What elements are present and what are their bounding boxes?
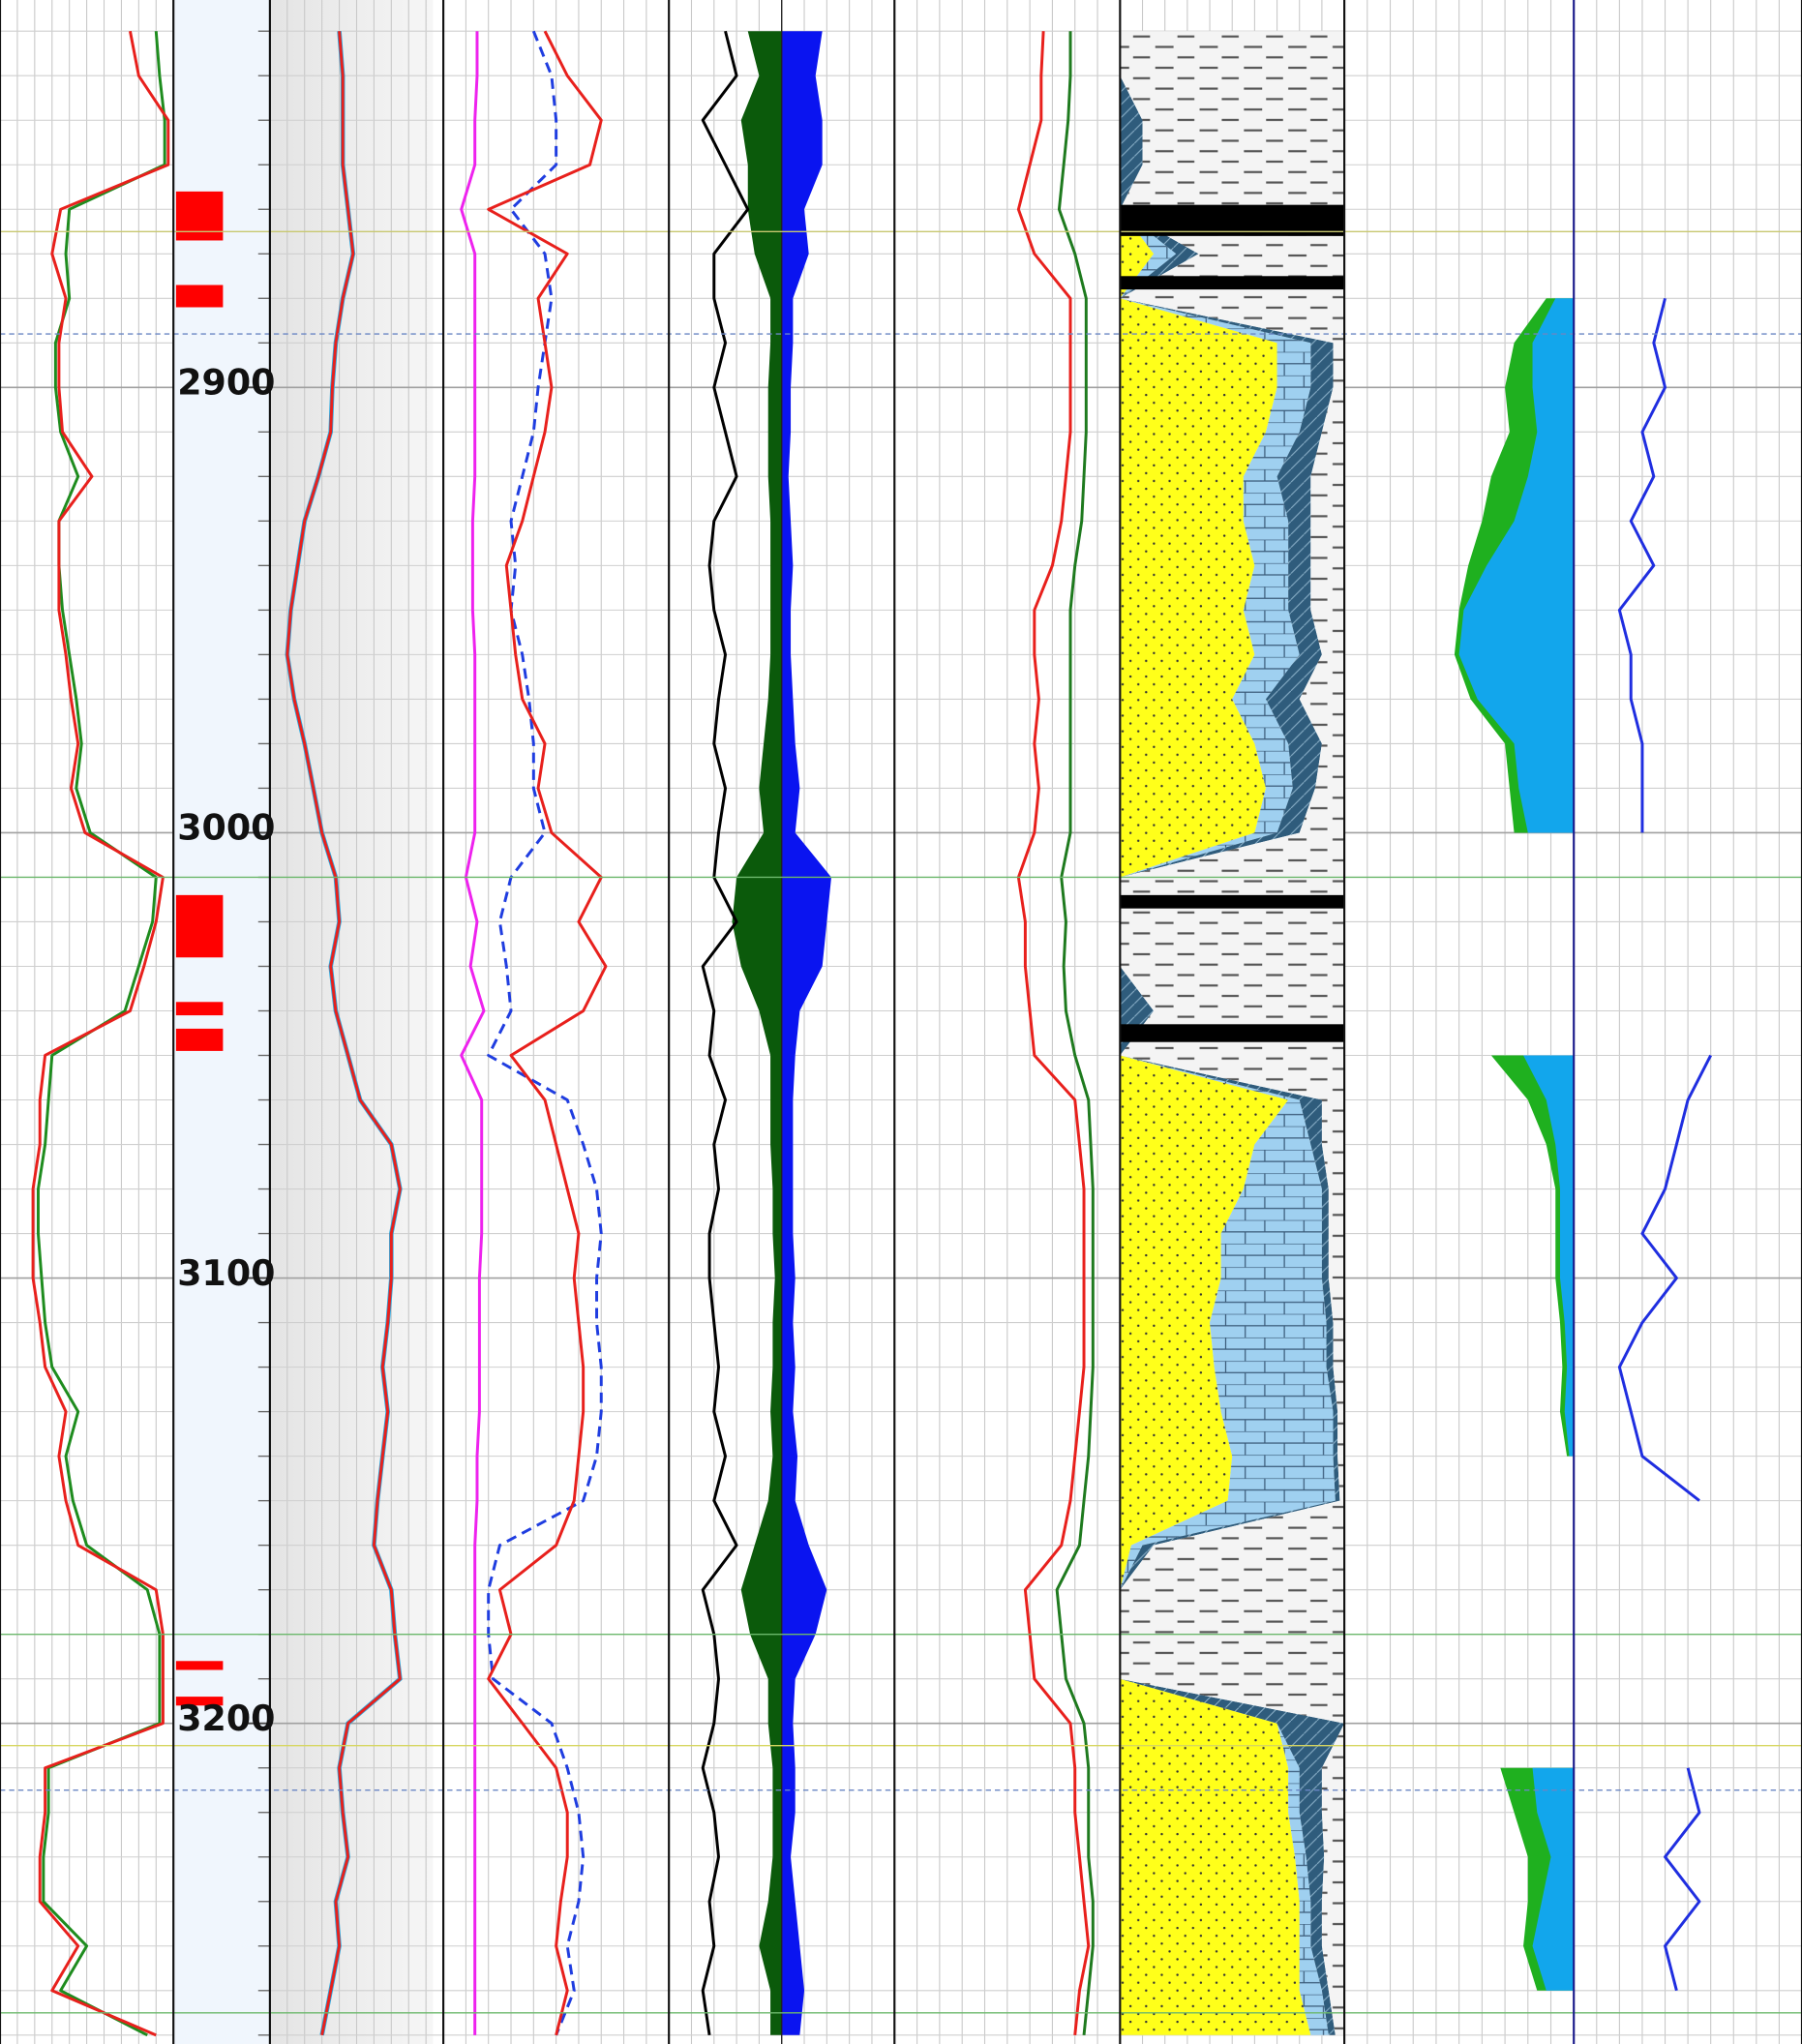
coal-band (1120, 204, 1345, 236)
perforation (175, 285, 224, 308)
track-shading (269, 0, 434, 2044)
log-curve (701, 30, 750, 2036)
perforation (175, 894, 224, 958)
depth-label: 2900 (177, 362, 275, 404)
coal-band (1120, 276, 1345, 290)
perforation (175, 1661, 224, 1670)
coal-band (1120, 894, 1345, 909)
log-curve (285, 31, 402, 2036)
area-fill (1532, 1767, 1575, 1991)
left-fill (732, 31, 782, 2035)
log-curve (460, 31, 486, 2035)
area-fill (1523, 1055, 1575, 1457)
log-curve (31, 30, 170, 2037)
perforation (175, 191, 224, 241)
log-curve (1617, 297, 1713, 1992)
depth-label: 3200 (177, 1698, 275, 1739)
depth-label: 3000 (177, 807, 275, 849)
perforation (175, 1697, 224, 1706)
log-curve (487, 30, 608, 2036)
coal-band (1120, 1024, 1345, 1042)
perforation (175, 1002, 224, 1016)
log-curve (1055, 31, 1095, 2035)
area-fill (1490, 1055, 1575, 1457)
lithology-lime (1120, 31, 1336, 2035)
depth-label: 3100 (177, 1252, 275, 1294)
perforation (175, 1028, 224, 1051)
log-curve (1016, 31, 1091, 2035)
area-fill (1458, 298, 1575, 833)
log-curve (487, 30, 603, 2036)
right-fill (781, 31, 831, 2035)
lithology-sand (1120, 31, 1311, 2035)
